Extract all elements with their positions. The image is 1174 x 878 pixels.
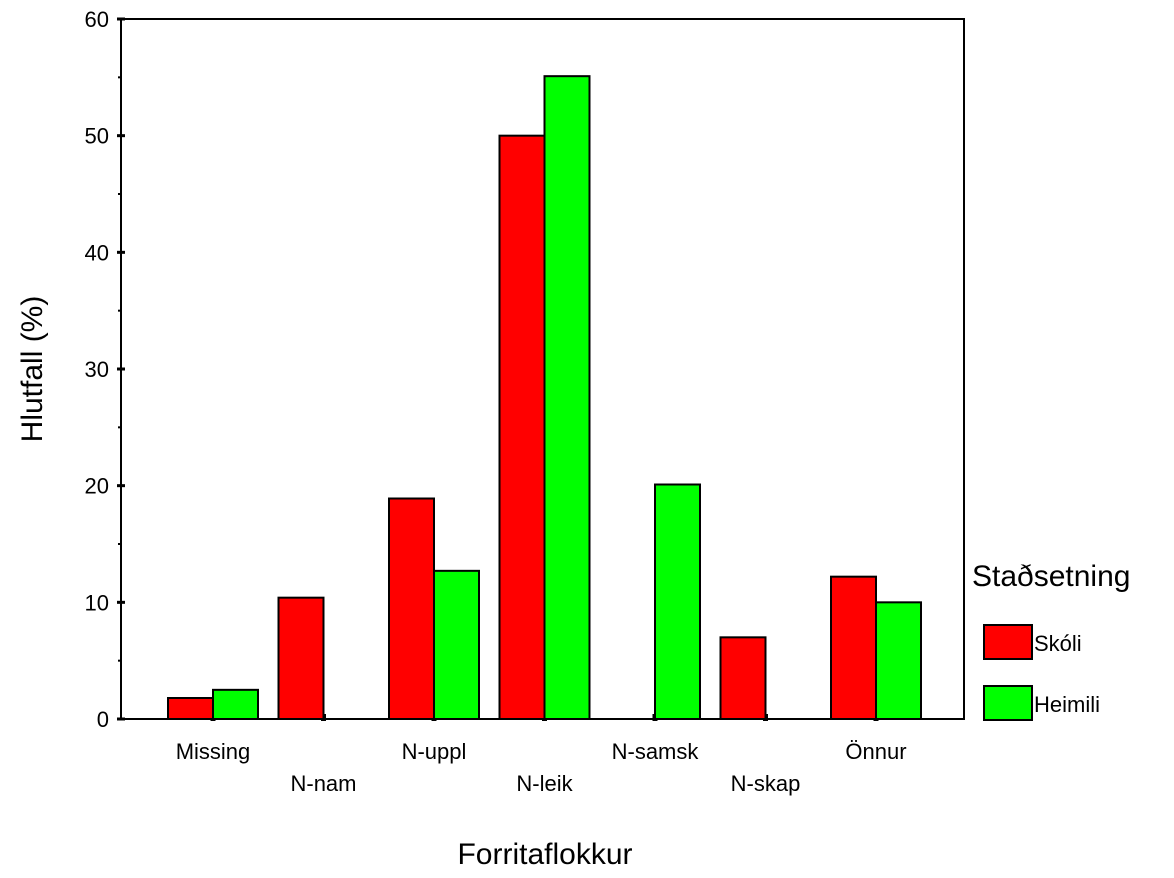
- x-tick-label: N-skap: [731, 771, 801, 796]
- bar-skóli-missing: [168, 698, 213, 719]
- bar-heimili-n-samsk: [655, 485, 700, 720]
- y-tick-label: 20: [85, 474, 109, 499]
- y-tick-label: 30: [85, 357, 109, 382]
- bar-skóli-n-uppl: [389, 499, 434, 720]
- y-tick-label: 0: [97, 707, 109, 732]
- bar-heimili-önnur: [876, 602, 921, 719]
- bar-heimili-n-leik: [545, 76, 590, 719]
- bar-skóli-n-skap: [721, 637, 766, 719]
- bar-skóli-n-leik: [500, 136, 545, 719]
- x-axis-title: Forritaflokkur: [457, 838, 632, 871]
- y-axis: 0 10 20 30 40 50 60: [85, 7, 125, 732]
- legend-items: Skóli Heimili: [984, 625, 1100, 720]
- x-tick-label: N-leik: [516, 771, 573, 796]
- legend-swatch: [984, 625, 1032, 659]
- legend-swatch: [984, 686, 1032, 720]
- legend-label: Skóli: [1034, 631, 1082, 656]
- y-tick-label: 10: [85, 590, 109, 615]
- x-tick-label: N-nam: [290, 771, 356, 796]
- legend-title: Staðsetning: [972, 560, 1130, 593]
- y-axis-title: Hlutfall (%): [16, 296, 49, 443]
- bar-skóli-n-nam: [279, 598, 324, 719]
- x-axis: Missing N-nam N-uppl N-leik N-samsk N-skap Önn…: [176, 714, 907, 796]
- y-tick-label: 50: [85, 124, 109, 149]
- bar-heimili-missing: [213, 690, 258, 719]
- x-tick-label: N-samsk: [612, 739, 700, 764]
- legend: Staðsetning Skóli Heimili: [972, 560, 1130, 720]
- x-tick-label: N-uppl: [402, 739, 467, 764]
- legend-label: Heimili: [1034, 692, 1100, 717]
- bar-heimili-n-uppl: [434, 571, 479, 719]
- bars: [168, 76, 921, 719]
- x-tick-label: Missing: [176, 739, 251, 764]
- x-tick-label: Önnur: [845, 739, 906, 764]
- bar-skóli-önnur: [831, 577, 876, 719]
- y-tick-label: 40: [85, 240, 109, 265]
- y-tick-label: 60: [85, 7, 109, 32]
